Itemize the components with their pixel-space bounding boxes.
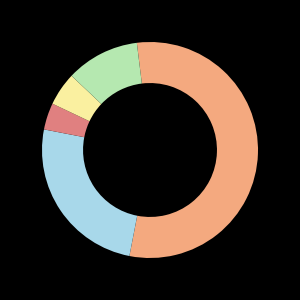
Wedge shape — [129, 42, 258, 258]
Wedge shape — [44, 104, 89, 137]
Wedge shape — [42, 129, 137, 256]
Wedge shape — [52, 76, 101, 121]
Wedge shape — [71, 43, 142, 104]
